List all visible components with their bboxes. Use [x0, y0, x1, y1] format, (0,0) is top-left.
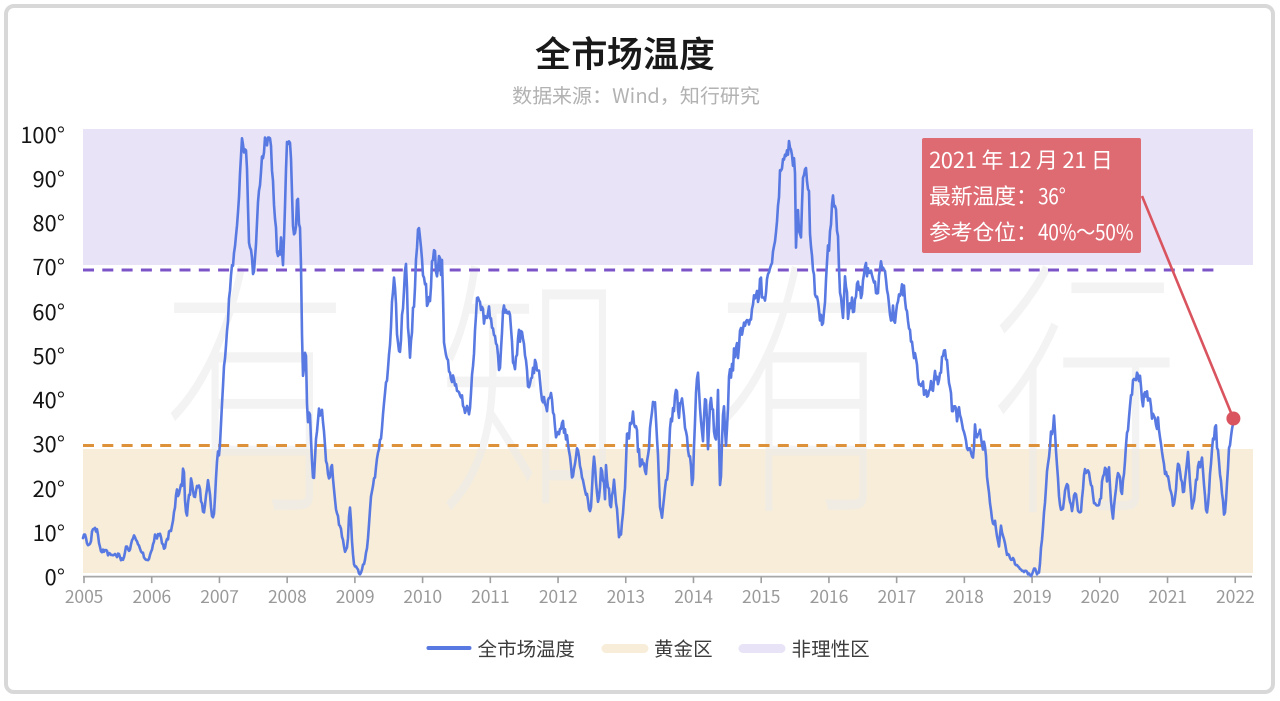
y-axis-label: 70° [32, 250, 65, 283]
x-axis-label: 2018 [944, 584, 984, 609]
x-axis-label: 2013 [606, 584, 646, 609]
y-axis-label: 50° [32, 338, 65, 371]
x-axis-label: 2005 [64, 584, 104, 609]
legend-label: 黄金区 [653, 633, 713, 662]
callout-position: 参考仓位：40%～50% [929, 213, 1141, 249]
x-axis-label: 2014 [674, 584, 713, 609]
y-axis-label: 30° [32, 427, 65, 460]
y-axis-label: 10° [32, 515, 65, 548]
x-axis-label: 2009 [335, 584, 375, 609]
callout-date: 2021 年 12 月 21 日 [929, 143, 1113, 175]
legend-line-swatch [426, 646, 472, 650]
y-axis-label: 20° [32, 471, 65, 504]
x-axis-label: 2021 [1148, 584, 1187, 609]
x-axis-label: 2022 [1215, 584, 1255, 609]
legend-box-swatch [600, 643, 648, 653]
x-axis-label: 2019 [1012, 584, 1052, 609]
legend: 全市场温度 黄金区 非理性区 [413, 637, 882, 659]
chart-subtitle: 数据来源：Wind，知行研究 [512, 80, 760, 109]
chart-title: 全市场温度 [534, 26, 716, 78]
legend-item[interactable]: 黄金区 [600, 633, 713, 662]
callout-pointer-line [1140, 195, 1235, 419]
callout-position-label: 参考仓位： [929, 215, 1038, 247]
y-axis-label: 60° [32, 294, 65, 327]
legend-item[interactable]: 全市场温度 [426, 637, 575, 659]
latest-point-marker [1226, 411, 1241, 426]
x-axis-label: 2007 [200, 584, 239, 609]
y-axis-label: 80° [32, 206, 65, 239]
x-axis-label: 2010 [403, 584, 443, 609]
legend-item[interactable]: 非理性区 [738, 633, 870, 662]
callout-temperature: 最新温度：36° [929, 177, 1141, 213]
callout-temperature-value: 36° [1037, 179, 1066, 211]
legend-label: 非理性区 [791, 633, 870, 662]
y-axis-label: 100° [20, 117, 65, 150]
x-axis-label: 2015 [741, 584, 781, 609]
callout-position-value: 40%～50% [1037, 215, 1133, 247]
y-axis-label: 40° [32, 383, 65, 416]
legend-box-swatch [738, 643, 786, 653]
temperature-line [81, 136, 1235, 578]
x-axis-label: 2011 [470, 584, 510, 609]
x-axis-label: 2020 [1080, 584, 1120, 609]
latest-reading-callout: 2021 年 12 月 21 日 最新温度：36° 参考仓位：40%～50% [922, 138, 1141, 253]
x-axis-label: 2006 [132, 584, 172, 609]
x-axis-label: 2012 [538, 584, 578, 609]
legend-label: 全市场温度 [477, 633, 575, 662]
x-axis-label: 2017 [877, 584, 917, 609]
x-axis-label: 2016 [809, 584, 849, 609]
callout-temperature-label: 最新温度： [929, 179, 1038, 211]
x-axis-label: 2008 [267, 584, 307, 609]
watermark: 有知有行 [161, 178, 1269, 571]
y-axis-label: 90° [32, 162, 65, 195]
y-axis-label: 0° [44, 560, 65, 592]
